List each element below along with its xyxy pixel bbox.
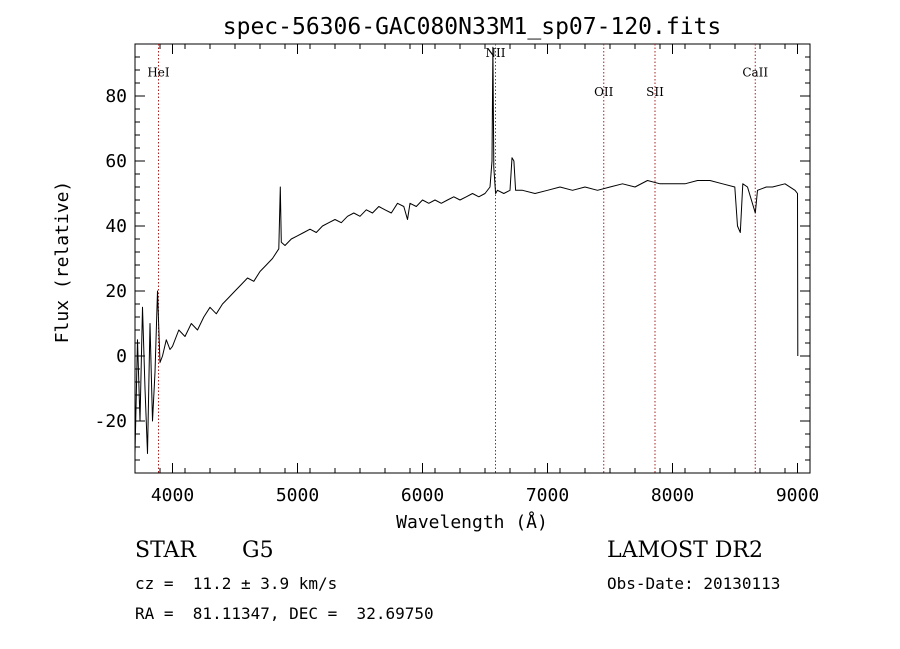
y-tick-label: 40	[105, 216, 127, 237]
x-axis-label: Wavelength (Å)	[396, 511, 548, 533]
line-label-caii: CaII	[742, 66, 768, 80]
redshift-value: cz = 11.2 ± 3.9 km/s	[135, 574, 338, 593]
obs-date: Obs-Date: 20130113	[607, 574, 781, 593]
x-tick-label: 9000	[776, 485, 819, 506]
y-tick-label: 80	[105, 86, 127, 107]
line-label-nii: NII	[486, 46, 506, 60]
spectrum-line	[134, 46, 799, 454]
y-axis-label: Flux (relative)	[52, 181, 73, 344]
x-tick-label: 8000	[651, 485, 694, 506]
y-tick-label: -20	[94, 411, 127, 432]
line-label-hei: HeI	[147, 66, 170, 80]
y-tick-label: 0	[116, 346, 127, 367]
subclass: G5	[242, 538, 274, 563]
coordinates: RA = 81.11347, DEC = 32.69750	[135, 604, 434, 623]
x-tick-label: 5000	[276, 485, 319, 506]
survey-name: LAMOST DR2	[607, 538, 763, 563]
plot-area: 4000 5000 6000 7000 8000 9000 -20 0 20 40 60 80 HeI N…	[94, 43, 819, 506]
y-tick-label: 60	[105, 151, 127, 172]
line-label-sii: SII	[646, 85, 664, 99]
x-tick-label: 7000	[526, 485, 569, 506]
chart-title: spec-56306-GAC080N33M1_sp07-120.fits	[223, 14, 722, 40]
y-tick-label: 20	[105, 281, 127, 302]
object-type: STAR	[135, 538, 196, 563]
line-label-oii: OII	[594, 85, 614, 99]
x-tick-label: 6000	[401, 485, 444, 506]
plot-frame	[134, 43, 811, 474]
x-tick-label: 4000	[151, 485, 194, 506]
